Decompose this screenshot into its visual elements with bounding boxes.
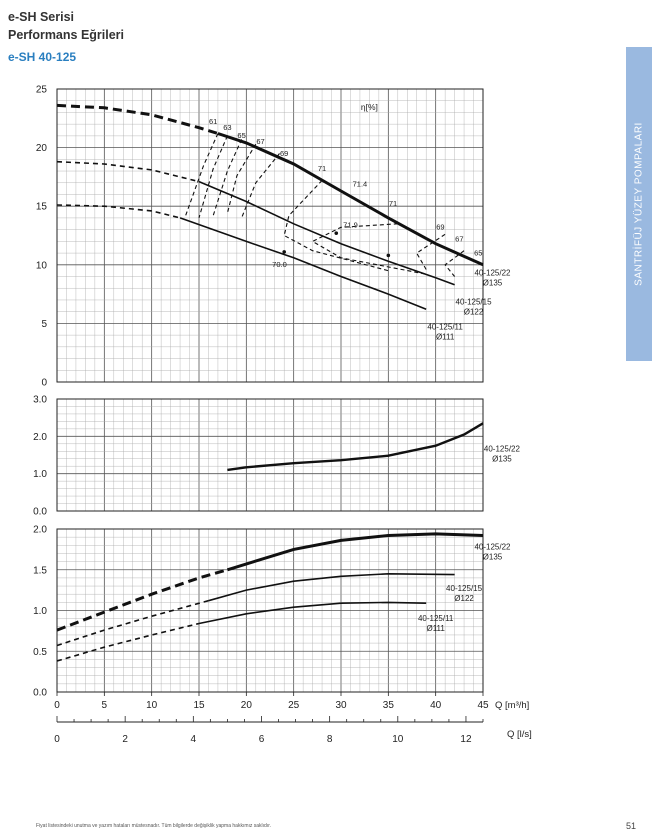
efficiency-unit-label: η[%] [361,102,378,112]
x-tick-label-m3h: 20 [241,700,253,711]
operating-point [334,231,339,235]
efficiency-label: 65 [474,248,482,257]
x-tick-label-m3h: 40 [430,700,442,711]
x-tick-label-ls: 0 [54,734,60,745]
power-curve-dashed [56,568,228,632]
y-tick-label: 0.0 [33,507,47,518]
model-title: e-SH 40-125 [8,50,77,64]
efficiency-label: 69 [436,223,444,232]
head-curve-dashed [56,204,181,219]
x-tick-label-m3h: 35 [383,700,395,711]
x-tick-label-m3h: 30 [335,700,347,711]
y-tick-label: 3.0 [33,395,47,406]
y-tick-label: 2.0 [33,432,47,443]
x-tick-label-ls: 4 [191,734,197,745]
series-label: 40-125/11 [418,614,454,623]
head-curve-solid [217,132,484,267]
efficiency-label: 67 [455,234,463,243]
y-tick-label: 0 [41,378,47,389]
plot-frame [56,398,484,512]
y-tick-label: 25 [36,85,48,96]
page-subtitle: Performans Eğrileri [8,28,125,42]
power-curve-dashed [56,599,209,647]
series-label: 40-125/22 [474,542,511,551]
series-label: 40-125/22 [484,444,521,453]
x-tick-label-m3h: 15 [193,700,205,711]
efficiency-label: 71 [389,199,397,208]
efficiency-label: 65 [237,131,245,140]
efficiency-curve [226,143,257,214]
series-label: 40-125/22 [474,268,511,277]
chart-power [56,528,484,693]
efficiency-label: 71.9 [343,220,358,229]
efficiency-label: 70.0 [272,260,287,269]
y-tick-label: 5 [41,319,47,330]
head-curve-solid [198,180,455,286]
head-curve-dashed [56,160,200,183]
efficiency-label: 71.4 [353,179,368,188]
x-tick-label-ls: 8 [327,734,333,745]
efficiency-curve [212,139,243,216]
footer-note: Fiyat listesindeki unutma ve yazım hatal… [36,823,272,829]
series-label-diameter: Ø122 [464,308,484,317]
series-label: 40-125/11 [427,322,463,331]
efficiency-curve [241,153,280,219]
x-tick-label-ls: 10 [392,734,404,745]
series-label-diameter: Ø111 [436,332,455,341]
npsh-curve [227,422,484,472]
efficiency-curve [198,135,228,219]
y-tick-label: 10 [36,260,48,271]
chart-npsh [56,398,484,512]
efficiency-label: 71 [318,164,326,173]
plot-frame [56,528,484,693]
series-label-diameter: Ø135 [492,454,512,463]
y-tick-label: 20 [36,143,48,154]
x-tick-label-ls: 12 [460,734,472,745]
efficiency-curve [444,250,465,277]
operating-point [386,253,391,258]
head-curve-solid [179,217,427,311]
y-tick-label: 1.0 [33,469,47,480]
series-title: e-SH Serisi [8,10,75,24]
series-label-diameter: Ø135 [483,278,503,287]
x-tick-label-m3h: 10 [146,700,158,711]
power-curve-dashed [56,622,200,662]
power-curve-solid [226,532,484,572]
x-tick-label-ls: 2 [122,734,128,745]
x-axis-label-ls: Q [l/s] [507,729,532,740]
series-label-diameter: Ø111 [426,624,445,633]
efficiency-curve [283,180,389,272]
x-tick-label-ls: 6 [259,734,265,745]
section-tab: SANTRİFÜJ YÜZEY POMPALARI [626,47,652,361]
head-curve-dashed [56,103,219,135]
operating-point [282,250,287,254]
x-tick-label-m3h: 0 [54,700,60,711]
efficiency-label: 63 [223,123,231,132]
efficiency-curve [184,133,219,219]
series-label-diameter: Ø122 [454,594,474,603]
efficiency-curve [311,223,427,275]
power-curve-solid [208,572,455,602]
x-tick-label-m3h: 45 [477,700,489,711]
x-axis-label-m3h: Q [m³/h] [495,700,529,711]
x-tick-label-m3h: 5 [102,700,108,711]
efficiency-label: 61 [209,117,217,126]
y-tick-label: 0.0 [33,688,47,699]
page-number: 51 [626,821,637,831]
efficiency-label: 69 [280,149,288,158]
y-tick-label: 15 [36,202,48,213]
y-tick-label: 0.5 [33,647,47,658]
x-tick-label-m3h: 25 [288,700,300,711]
series-label: 40-125/15 [456,298,493,307]
efficiency-label: 67 [256,137,264,146]
y-tick-label: 1.5 [33,565,47,576]
power-curve-solid [198,601,427,625]
series-label: 40-125/15 [446,584,483,593]
series-label-diameter: Ø135 [483,552,503,561]
y-tick-label: 1.0 [33,606,47,617]
plot-frame [56,88,484,383]
chart-head [56,88,484,383]
y-tick-label: 2.0 [33,525,47,536]
